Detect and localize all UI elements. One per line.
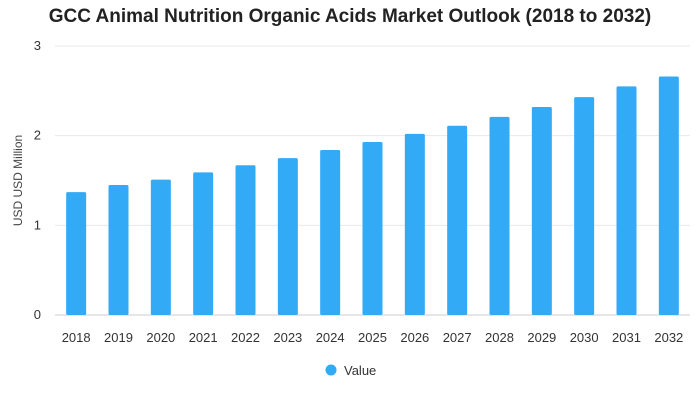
bar-2023[interactable] [277, 158, 298, 315]
bar-2029[interactable] [531, 106, 552, 316]
chart-title: GCC Animal Nutrition Organic Acids Marke… [48, 6, 652, 27]
x-axis-tick-labels: 2018 2019 2020 2021 2022 2023 2024 2025 2026 2027… [62, 330, 684, 345]
bar-2020[interactable] [150, 179, 171, 315]
x-tick-label: 2022 [231, 330, 260, 345]
x-tick-label: 2019 [104, 330, 133, 345]
x-tick-label: 2020 [146, 330, 175, 345]
x-tick-label: 2026 [400, 330, 429, 345]
x-tick-label: 2029 [527, 330, 556, 345]
bar-2025[interactable] [362, 141, 383, 315]
bar-2019[interactable] [108, 184, 129, 315]
bar-2018[interactable] [66, 192, 87, 315]
bar-2026[interactable] [404, 133, 425, 315]
x-tick-label: 2030 [570, 330, 599, 345]
y-axis-title: USD USD Million [11, 135, 25, 226]
bar-2027[interactable] [447, 125, 468, 315]
x-tick-label: 2031 [612, 330, 641, 345]
x-tick-label: 2027 [443, 330, 472, 345]
legend: Value [325, 363, 376, 378]
x-tick-label: 2021 [189, 330, 218, 345]
y-tick-label: 2 [34, 128, 41, 143]
bar-2021[interactable] [193, 172, 214, 315]
y-tick-label: 1 [34, 217, 41, 232]
bars [66, 76, 679, 316]
bar-2028[interactable] [489, 116, 510, 315]
y-tick-label: 3 [34, 38, 41, 53]
y-axis-tick-labels: 0 1 2 3 [34, 38, 41, 322]
bar-2031[interactable] [616, 86, 637, 315]
legend-label: Value [344, 363, 376, 378]
x-tick-label: 2025 [358, 330, 387, 345]
bar-2032[interactable] [658, 76, 679, 315]
legend-swatch [325, 364, 337, 376]
x-tick-label: 2018 [62, 330, 91, 345]
x-tick-label: 2032 [654, 330, 683, 345]
y-tick-label: 0 [34, 307, 41, 322]
bar-2022[interactable] [235, 165, 256, 315]
bar-2024[interactable] [320, 150, 341, 315]
x-tick-label: 2023 [273, 330, 302, 345]
bar-2030[interactable] [574, 97, 595, 315]
x-tick-label: 2024 [316, 330, 345, 345]
x-tick-label: 2028 [485, 330, 514, 345]
